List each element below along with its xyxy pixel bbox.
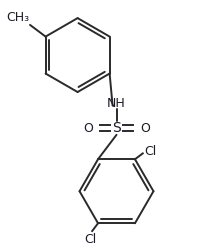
Text: Cl: Cl bbox=[84, 233, 96, 246]
Text: NH: NH bbox=[107, 97, 126, 110]
Text: O: O bbox=[140, 122, 150, 134]
Text: CH₃: CH₃ bbox=[6, 11, 29, 24]
Text: S: S bbox=[112, 121, 121, 135]
Text: O: O bbox=[83, 122, 93, 134]
Text: Cl: Cl bbox=[145, 145, 157, 158]
